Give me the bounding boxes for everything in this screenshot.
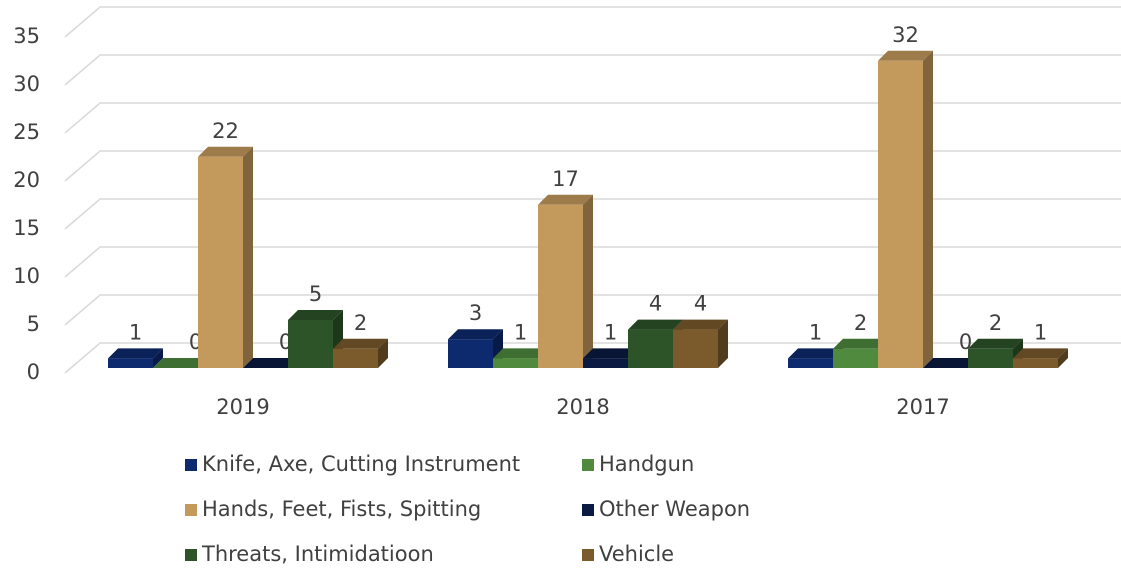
grid-line	[64, 246, 1121, 278]
bar	[1013, 348, 1068, 368]
bar-side	[243, 146, 253, 368]
bar-front	[673, 329, 718, 368]
grid-line	[64, 198, 1121, 230]
legend-label: Vehicle	[599, 542, 674, 566]
legend-label: Threats, Intimidatioon	[201, 542, 434, 566]
data-label: 2	[989, 311, 1002, 335]
bar	[333, 338, 388, 368]
bar-front	[878, 60, 923, 369]
y-tick-label: 30	[13, 72, 40, 96]
data-label: 2	[854, 311, 867, 335]
bar-top	[243, 358, 298, 368]
y-tick-label: 0	[27, 360, 40, 384]
bar	[198, 146, 253, 368]
legend-label: Knife, Axe, Cutting Instrument	[202, 452, 520, 476]
bar-top	[198, 146, 253, 157]
bar-top	[833, 338, 888, 349]
y-tick-label: 35	[13, 24, 40, 48]
bar-top	[628, 319, 683, 330]
bar	[243, 358, 298, 368]
grid-line	[64, 294, 1121, 326]
grid-line	[64, 342, 1121, 374]
bar-side	[583, 194, 593, 368]
data-label: 22	[212, 119, 239, 143]
bar	[108, 348, 163, 368]
data-label: 1	[129, 320, 142, 344]
bar-side	[378, 338, 388, 368]
bar	[968, 338, 1023, 368]
bar-top	[878, 50, 933, 61]
legend-label: Other Weapon	[599, 497, 750, 521]
bar-front	[333, 348, 378, 368]
bar	[923, 358, 978, 368]
bar-front	[538, 204, 583, 368]
bar-front	[108, 358, 153, 368]
legend-label: Handgun	[599, 452, 694, 476]
bar-top	[493, 348, 548, 359]
y-tick-label: 20	[13, 168, 40, 192]
bar	[878, 50, 933, 369]
x-tick-label: 2019	[216, 395, 269, 419]
data-label: 3	[469, 301, 482, 325]
y-tick-label: 25	[13, 120, 40, 144]
grid-line	[64, 54, 1121, 86]
bar-front	[448, 339, 493, 368]
legend-swatch	[185, 504, 197, 516]
bar-top	[333, 338, 388, 349]
data-label: 4	[649, 292, 662, 316]
data-label: 4	[694, 292, 707, 316]
data-label: 1	[604, 320, 617, 344]
bar-side	[1058, 348, 1068, 368]
bar-top	[538, 194, 593, 205]
data-label: 17	[552, 167, 579, 191]
bar	[538, 194, 593, 368]
bar-top	[153, 358, 208, 368]
bar-top	[448, 329, 503, 340]
legend-label: Hands, Feet, Fists, Spitting	[202, 497, 481, 521]
bar-front	[833, 348, 878, 368]
bar-front	[583, 358, 628, 368]
bar-front	[198, 156, 243, 368]
bar-top	[673, 319, 728, 330]
legend-swatch	[582, 549, 594, 561]
bar-top	[788, 348, 843, 359]
data-label: 1	[809, 320, 822, 344]
bar-side	[923, 50, 933, 369]
data-label: 5	[309, 282, 322, 306]
grid-line	[64, 150, 1121, 182]
bar-front	[788, 358, 833, 368]
data-label: 32	[892, 23, 919, 47]
data-label: 2	[354, 311, 367, 335]
bar	[448, 329, 503, 368]
bar-front	[1013, 358, 1058, 368]
x-tick-label: 2018	[556, 395, 609, 419]
y-tick-label: 15	[13, 216, 40, 240]
bar-front	[493, 358, 538, 368]
data-label: 1	[514, 320, 527, 344]
bar-top	[1013, 348, 1068, 359]
data-label: 1	[1034, 320, 1047, 344]
y-tick-label: 5	[27, 312, 40, 336]
legend-swatch	[185, 549, 197, 561]
x-tick-label: 2017	[896, 395, 949, 419]
bar-top	[288, 310, 343, 320]
bar-top	[583, 348, 638, 359]
bar-top	[968, 338, 1023, 349]
bar	[153, 358, 208, 368]
bar-side	[718, 319, 728, 368]
legend-swatch	[582, 459, 594, 471]
y-tick-label: 10	[13, 264, 40, 288]
bar	[673, 319, 728, 368]
grid-line	[64, 6, 1121, 38]
bar-front	[288, 320, 333, 368]
bar-top	[108, 348, 163, 359]
bar-front	[968, 348, 1013, 368]
grid-line	[64, 102, 1121, 134]
legend-swatch	[582, 504, 594, 516]
bar-top	[923, 358, 978, 368]
legend-swatch	[185, 459, 197, 471]
bar-front	[628, 329, 673, 368]
bar-side	[153, 348, 163, 368]
